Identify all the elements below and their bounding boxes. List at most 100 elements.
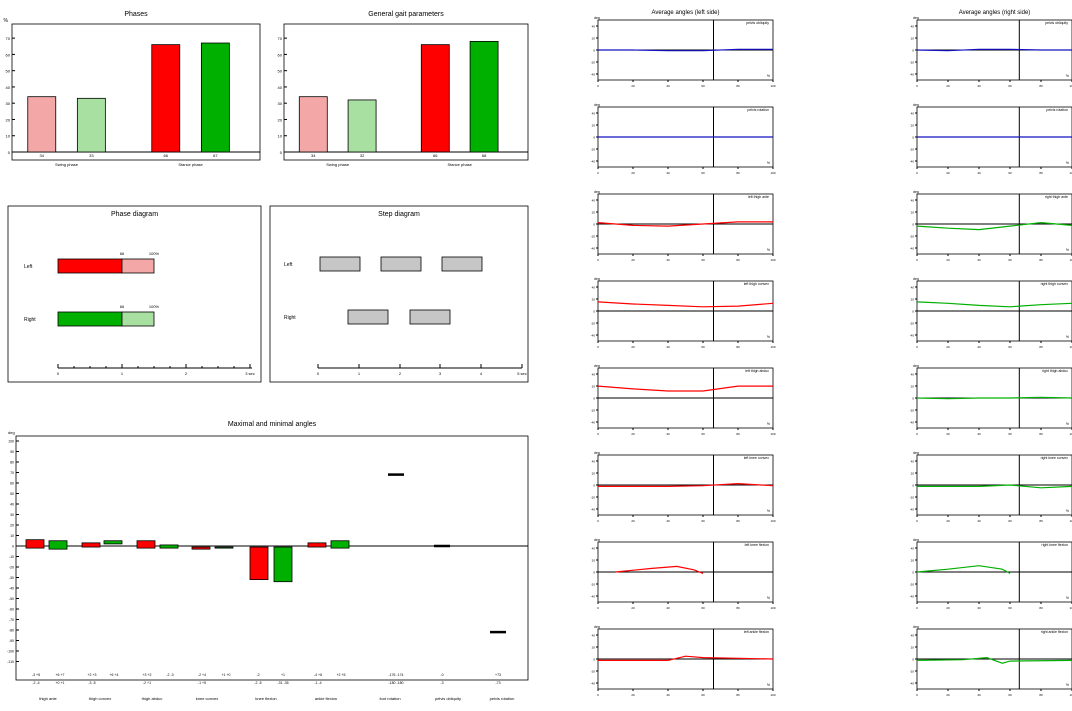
panel-y-unit-6-0: deg <box>913 16 919 20</box>
panel-x-label-5-3-4: 80 <box>736 345 740 349</box>
panel-y-label-6-7-0: 40 <box>911 634 915 638</box>
panel-y-unit-5-4: deg <box>594 364 600 368</box>
panel-y-unit-6-5: deg <box>913 451 919 455</box>
phase-diagram-frame <box>7 205 262 383</box>
panel-y-label-5-2-1: 20 <box>592 211 596 215</box>
panel-y-label-6-3-2: 0 <box>912 310 914 314</box>
panel-y-label-5-2-4: -40 <box>591 247 596 251</box>
panel-x-label-6-6-3: 60 <box>1008 606 1012 610</box>
panel-name-5-6: left knee flexion <box>745 543 769 547</box>
minmax-value-top-7: +1 +0 <box>222 673 231 677</box>
minmax-category-3: knee convex <box>196 696 218 701</box>
panel-x-unit-6-2: % <box>1066 248 1069 252</box>
bar-1-1 <box>347 99 377 153</box>
panel-y-label-6-2-3: -20 <box>910 235 915 239</box>
panel-name-5-4: left thigh abduc <box>745 369 769 373</box>
panel-x-unit-5-7: % <box>767 683 770 687</box>
angle-curve-5-7 <box>598 655 774 662</box>
bar-0-2 <box>151 44 181 153</box>
bar-1-3 <box>469 40 499 153</box>
panel-x-label-6-6-0: 0 <box>916 606 918 610</box>
panel-y-label-5-4-3: -20 <box>591 409 596 413</box>
panel-x-label-5-1-3: 60 <box>701 171 705 175</box>
minmax-value-top-14: +73 <box>495 673 501 677</box>
panel-x-label-6-7-1: 20 <box>946 693 950 697</box>
minmax-category-6: foot rotation <box>379 696 400 701</box>
phase-diagram-title: Phase diagram <box>111 211 158 218</box>
angle-curve-5-0 <box>598 48 773 52</box>
minmax-y-unit: deg <box>8 430 15 435</box>
minmax-value-bottom-2: -3 -5 <box>88 681 95 685</box>
minmax-y-label-12: -20 <box>9 566 14 570</box>
panel-x-label-6-7-5: 100 <box>1069 693 1072 697</box>
panel-y-label-6-6-0: 40 <box>911 547 915 551</box>
minmax-value-bottom-6: -31 -35 <box>277 681 288 685</box>
panel-x-label-6-0-0: 0 <box>916 84 918 88</box>
panel-x-label-6-1-3: 60 <box>1008 171 1012 175</box>
swing-bar-0 <box>121 258 155 274</box>
minmax-value-top-3: +6 +4 <box>110 673 119 677</box>
panel-x-label-5-2-0: 0 <box>597 258 599 262</box>
panel-name-5-0: pelvis obliquity <box>746 21 769 25</box>
minmax-value-bottom-0: -2 -4 <box>32 681 39 685</box>
minmax-y-label-16: -60 <box>9 608 14 612</box>
panel-y-label-6-4-0: 40 <box>911 373 915 377</box>
panel-y-label-6-6-2: 0 <box>912 571 914 575</box>
panel-x-label-5-1-1: 20 <box>631 171 635 175</box>
left-step-1 <box>380 256 422 272</box>
panel-x-label-5-3-0: 0 <box>597 345 599 349</box>
panel-x-label-6-3-4: 80 <box>1039 345 1043 349</box>
minmax-y-label-17: -70 <box>9 618 14 622</box>
y-tick-label-1-3: 30 <box>278 101 283 106</box>
panel-y-label-5-5-1: 20 <box>592 472 596 476</box>
panel-y-label-5-1-1: 20 <box>592 124 596 128</box>
panel-y-unit-6-1: deg <box>913 103 919 107</box>
panel-name-5-2: left thigh ante <box>748 195 769 199</box>
panel-x-label-5-6-0: 0 <box>597 606 599 610</box>
panel-y-label-5-7-1: 20 <box>592 646 596 650</box>
panel-x-unit-6-5: % <box>1066 509 1069 513</box>
panel-x-unit-6-4: % <box>1066 422 1069 426</box>
step-row-label-0: Left <box>284 262 293 268</box>
panel-name-6-5: right knee convex <box>1041 456 1069 460</box>
panel-x-label-6-0-4: 80 <box>1039 84 1043 88</box>
minmax-y-label-15: -50 <box>9 597 14 601</box>
minmax-value-top-0: -3 +5 <box>32 673 40 677</box>
panel-x-unit-6-1: % <box>1066 161 1069 165</box>
minmax-category-0: thigh ante <box>39 696 57 701</box>
panel-x-label-5-0-2: 40 <box>666 84 670 88</box>
min-max-bar-right-3 <box>214 546 234 549</box>
panel-x-label-6-6-5: 100 <box>1069 606 1072 610</box>
chart-title-1: General gait parameters <box>368 11 444 18</box>
panel-y-label-5-1-4: -40 <box>591 160 596 164</box>
panel-y-label-5-2-2: 0 <box>593 223 595 227</box>
swing-label-1: 100% <box>149 304 160 309</box>
minmax-y-label-3: 70 <box>10 471 14 475</box>
y-tick-label-0-2: 20 <box>6 117 11 122</box>
panel-y-label-6-3-3: -20 <box>910 322 915 326</box>
chart-frame-0 <box>11 23 261 161</box>
minmax-y-label-9: 10 <box>10 534 14 538</box>
min-max-bar-right-1 <box>103 540 123 545</box>
right-step-1 <box>409 309 451 325</box>
category-label-1-1: Stance phase <box>447 162 472 167</box>
panel-y-label-6-1-4: -40 <box>910 160 915 164</box>
panel-y-label-5-3-3: -20 <box>591 322 596 326</box>
minmax-y-label-4: 60 <box>10 482 14 486</box>
panel-x-unit-6-6: % <box>1066 596 1069 600</box>
panel-y-label-5-1-0: 40 <box>592 112 596 116</box>
panel-x-unit-5-0: % <box>767 74 770 78</box>
y-tick-label-1-7: 70 <box>278 36 283 41</box>
phase-row-label-0: Left <box>24 264 33 270</box>
panel-x-label-5-5-2: 40 <box>666 519 670 523</box>
panel-x-label-6-0-5: 100 <box>1069 84 1072 88</box>
minmax-value-top-6: -2 +4 <box>198 673 206 677</box>
bar-value-1-2: 66 <box>433 153 438 158</box>
phase-tick-label-2: 2 <box>185 371 188 376</box>
stance-label-0: 66 <box>120 251 125 256</box>
panel-x-label-6-3-5: 100 <box>1069 345 1072 349</box>
left-step-0 <box>319 256 361 272</box>
panel-y-label-6-0-1: 20 <box>911 37 915 41</box>
panel-y-label-5-2-0: 40 <box>592 199 596 203</box>
panel-name-5-1: pelvis rotation <box>747 108 769 112</box>
